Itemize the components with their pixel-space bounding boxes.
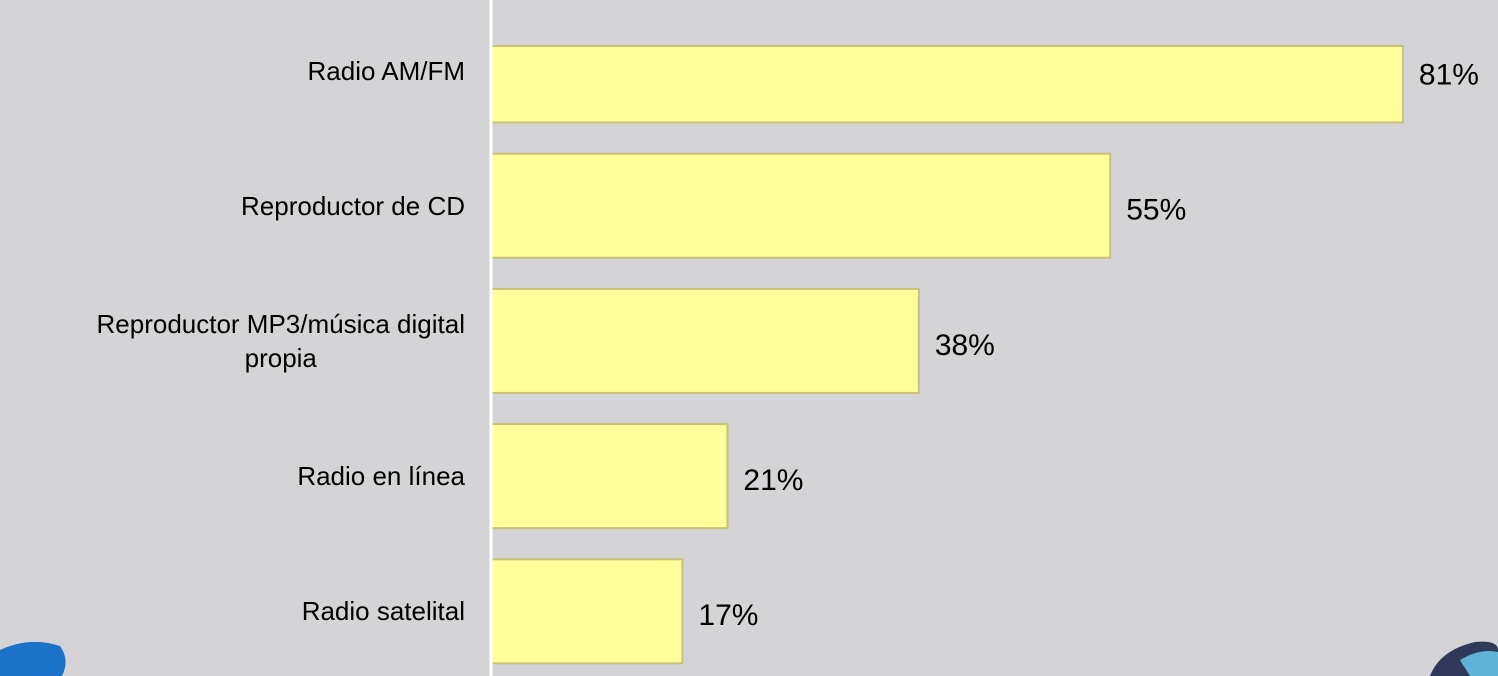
category-label: Radio satelital — [301, 596, 465, 627]
category-label: Radio en línea — [297, 461, 465, 492]
bar — [490, 287, 920, 394]
category-label: Reproductor MP3/música digital propia — [96, 308, 466, 373]
value-label: 81% — [1419, 58, 1479, 91]
bar — [490, 45, 1404, 124]
value-label: 21% — [743, 464, 803, 497]
value-label: 17% — [698, 599, 758, 632]
category-label: Radio AM/FM — [307, 55, 466, 86]
category-label: Reproductor de CD — [241, 190, 465, 221]
bar — [490, 152, 1112, 259]
bar — [490, 423, 729, 530]
logo-right-accent — [1460, 651, 1498, 676]
bar — [490, 558, 684, 665]
logo-left — [0, 641, 66, 676]
value-label: 38% — [935, 329, 995, 362]
value-label: 55% — [1126, 194, 1186, 227]
